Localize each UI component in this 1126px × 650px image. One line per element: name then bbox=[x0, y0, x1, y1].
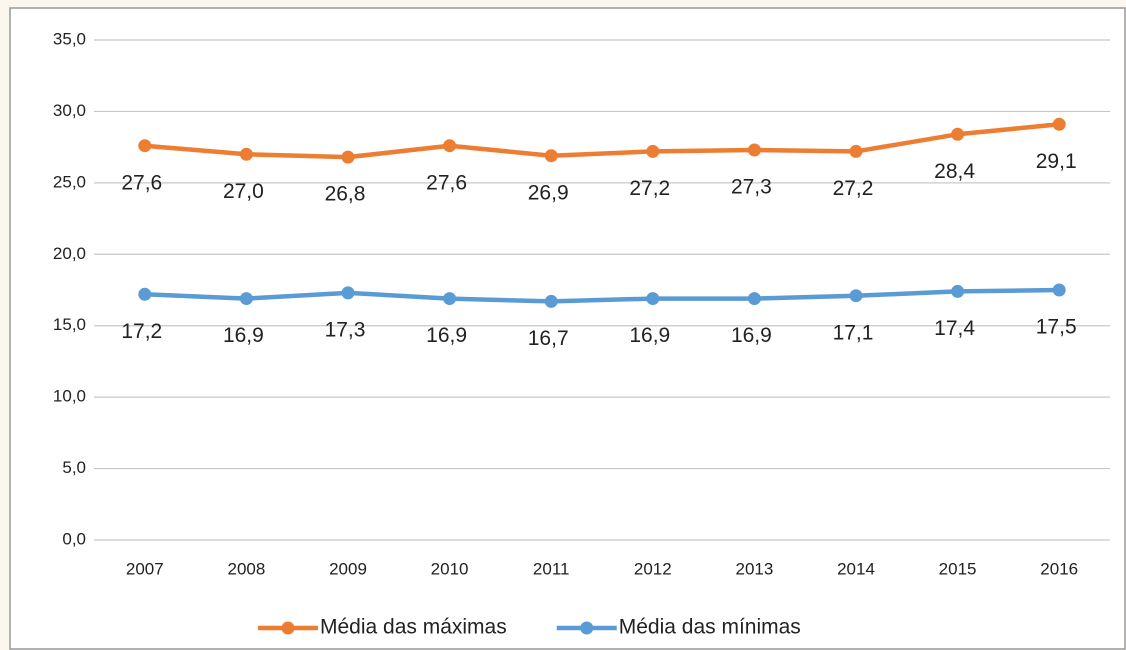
data-point bbox=[1052, 117, 1066, 131]
data-point bbox=[341, 150, 355, 164]
data-label: 27,0 bbox=[223, 180, 264, 203]
chart-frame bbox=[9, 7, 1126, 650]
data-point bbox=[138, 139, 152, 153]
data-point bbox=[239, 147, 253, 161]
data-label: 27,6 bbox=[121, 171, 162, 194]
x-tick-label: 2009 bbox=[329, 559, 367, 578]
legend-marker bbox=[580, 621, 594, 635]
data-point bbox=[951, 284, 965, 298]
data-label: 17,4 bbox=[934, 317, 975, 340]
data-point bbox=[138, 287, 152, 301]
x-tick-label: 2016 bbox=[1040, 559, 1078, 578]
y-tick-label: 10,0 bbox=[53, 387, 86, 406]
series-line bbox=[144, 122, 1060, 160]
data-label: 16,7 bbox=[528, 327, 569, 350]
data-label: 16,9 bbox=[223, 324, 264, 347]
data-point bbox=[849, 289, 863, 303]
data-label: 17,1 bbox=[833, 321, 874, 344]
data-point bbox=[341, 286, 355, 300]
y-tick-label: 5,0 bbox=[62, 458, 86, 477]
data-point bbox=[747, 292, 761, 306]
data-label: 27,6 bbox=[426, 171, 467, 194]
y-tick-label: 35,0 bbox=[53, 29, 86, 48]
data-point bbox=[239, 292, 253, 306]
legend-label: Média das máximas bbox=[320, 616, 507, 639]
data-point bbox=[849, 144, 863, 158]
x-tick-label: 2012 bbox=[634, 559, 672, 578]
data-point bbox=[646, 144, 660, 158]
y-tick-label: 30,0 bbox=[53, 101, 86, 120]
x-tick-label: 2010 bbox=[431, 559, 469, 578]
data-label: 26,9 bbox=[528, 181, 569, 204]
x-tick-label: 2008 bbox=[227, 559, 265, 578]
data-label: 16,9 bbox=[629, 324, 670, 347]
y-tick-label: 15,0 bbox=[53, 315, 86, 334]
data-point bbox=[544, 149, 558, 163]
data-point bbox=[443, 139, 457, 153]
y-tick-label: 20,0 bbox=[53, 244, 86, 263]
data-label: 29,1 bbox=[1036, 150, 1077, 173]
data-label: 17,5 bbox=[1036, 316, 1077, 339]
data-label: 16,9 bbox=[731, 324, 772, 347]
data-label: 26,8 bbox=[325, 183, 366, 206]
data-point bbox=[1052, 283, 1066, 297]
data-point bbox=[544, 294, 558, 308]
data-label: 27,2 bbox=[629, 177, 670, 200]
data-point bbox=[646, 292, 660, 306]
data-point bbox=[747, 143, 761, 157]
data-label: 16,9 bbox=[426, 324, 467, 347]
data-point bbox=[951, 127, 965, 141]
series-line bbox=[144, 287, 1060, 304]
x-tick-label: 2015 bbox=[939, 559, 977, 578]
legend-label: Média das mínimas bbox=[619, 616, 801, 639]
data-label: 27,3 bbox=[731, 176, 772, 199]
data-point bbox=[443, 292, 457, 306]
x-tick-label: 2014 bbox=[837, 559, 875, 578]
data-label: 17,2 bbox=[121, 320, 162, 343]
data-label: 27,2 bbox=[833, 177, 874, 200]
x-tick-label: 2007 bbox=[126, 559, 164, 578]
data-label: 28,4 bbox=[934, 160, 975, 183]
data-label: 17,3 bbox=[325, 318, 366, 341]
x-tick-label: 2011 bbox=[533, 559, 570, 578]
y-tick-label: 0,0 bbox=[62, 529, 86, 548]
y-tick-label: 25,0 bbox=[53, 172, 86, 191]
legend-marker bbox=[281, 621, 295, 635]
x-tick-label: 2013 bbox=[735, 559, 773, 578]
